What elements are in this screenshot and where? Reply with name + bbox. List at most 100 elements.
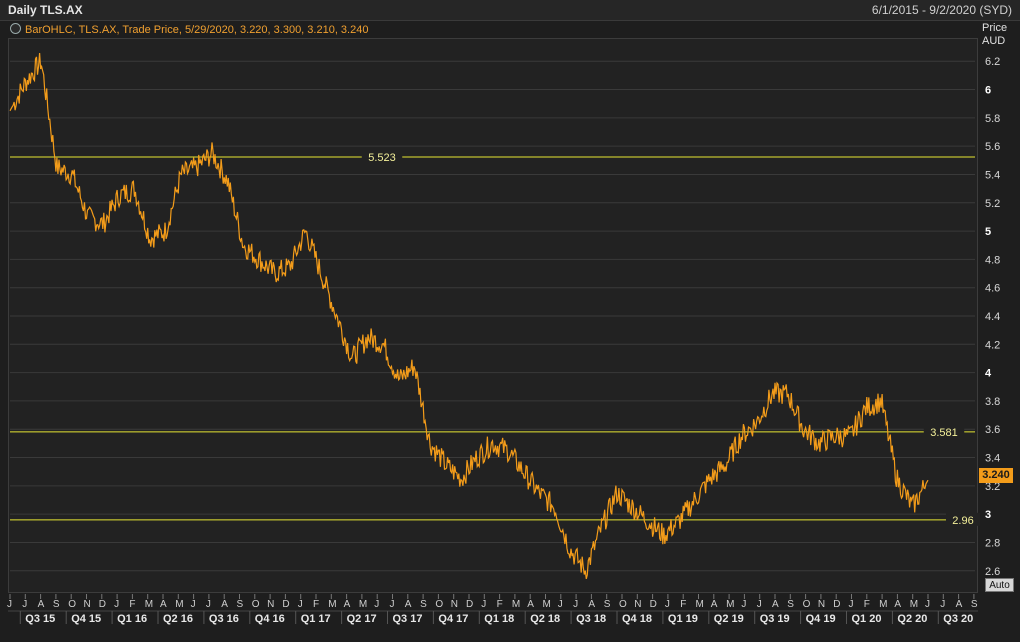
hline-label: 5.523: [368, 152, 396, 164]
month-tick-label: J: [7, 599, 12, 610]
y-tick-label: 4.2: [985, 339, 1000, 351]
month-tick-label: O: [252, 599, 260, 610]
quarter-tick-label: Q3 17: [393, 613, 423, 625]
month-tick-label: J: [206, 599, 211, 610]
month-tick-label: A: [894, 599, 901, 610]
month-tick-label: J: [940, 599, 945, 610]
month-tick-label: A: [344, 599, 351, 610]
y-tick-label: 5.2: [985, 198, 1000, 210]
axis-unit: Price AUD: [982, 22, 1007, 48]
month-tick-label: F: [864, 599, 870, 610]
y-tick-label: 6.2: [985, 56, 1000, 68]
last-price-badge: 3.240: [979, 468, 1013, 483]
quarter-tick-label: Q3 20: [943, 613, 973, 625]
y-tick-label: 4.4: [985, 311, 1000, 323]
y-tick-label: 4: [985, 368, 992, 380]
month-tick-label: A: [527, 599, 534, 610]
month-tick-label: M: [359, 599, 367, 610]
month-tick-label: J: [390, 599, 395, 610]
y-tick-label: 3.6: [985, 424, 1000, 436]
month-tick-label: J: [298, 599, 303, 610]
month-tick-label: A: [956, 599, 963, 610]
month-tick-label: S: [971, 599, 978, 610]
quarter-tick-label: Q1 17: [301, 613, 331, 625]
y-tick-label: 2.8: [985, 537, 1000, 549]
month-tick-label: M: [910, 599, 918, 610]
month-tick-label: M: [543, 599, 551, 610]
month-tick-label: M: [696, 599, 704, 610]
month-tick-label: N: [267, 599, 274, 610]
y-tick-label: 5.8: [985, 113, 1000, 125]
month-tick-label: N: [634, 599, 641, 610]
axis-unit-line1: Price: [982, 22, 1008, 34]
quarter-tick-label: Q4 19: [806, 613, 836, 625]
quarter-tick-label: Q3 15: [25, 613, 55, 625]
title-bar: Daily TLS.AX 6/1/2015 - 9/2/2020 (SYD): [0, 0, 1020, 21]
horizontal-lines: 5.523 3.581 2.96: [10, 150, 980, 527]
month-tick-label: D: [99, 599, 106, 610]
month-tick-label: M: [175, 599, 183, 610]
month-tick-label: J: [573, 599, 578, 610]
quarter-tick-label: Q4 15: [71, 613, 101, 625]
auto-scale-button[interactable]: Auto: [985, 578, 1014, 592]
legend-text: BarOHLC, TLS.AX, Trade Price, 5/29/2020,…: [25, 24, 369, 36]
month-tick-label: A: [588, 599, 595, 610]
month-tick-label: J: [191, 599, 196, 610]
quarter-tick-label: Q1 19: [668, 613, 698, 625]
month-tick-label: J: [849, 599, 854, 610]
month-tick-label: M: [512, 599, 520, 610]
quarter-tick-label: Q1 18: [484, 613, 514, 625]
month-tick-label: S: [237, 599, 244, 610]
month-tick-label: N: [451, 599, 458, 610]
month-tick-label: M: [726, 599, 734, 610]
quarter-tick-label: Q2 16: [163, 613, 193, 625]
y-tick-label: 3: [985, 509, 991, 521]
y-tick-label: 4.6: [985, 283, 1000, 295]
month-tick-label: M: [879, 599, 887, 610]
month-tick-label: S: [53, 599, 60, 610]
quarter-tick-label: Q2 19: [714, 613, 744, 625]
y-tick-label: 3.4: [985, 453, 1000, 465]
month-tick-label: M: [145, 599, 153, 610]
grid-lines: [10, 60, 975, 572]
quarter-tick-label: Q1 16: [117, 613, 147, 625]
chart-title: Daily TLS.AX: [8, 3, 83, 17]
month-tick-label: J: [114, 599, 119, 610]
month-tick-label: N: [818, 599, 825, 610]
month-tick-label: F: [680, 599, 686, 610]
month-tick-label: F: [129, 599, 135, 610]
y-tick-label: 3.8: [985, 396, 1000, 408]
month-tick-label: A: [38, 599, 45, 610]
hline-label-bg: [923, 424, 965, 438]
quarter-tick-label: Q2 17: [347, 613, 377, 625]
hline-label: 3.581: [930, 427, 958, 439]
month-tick-label: N: [84, 599, 91, 610]
month-tick-label: D: [833, 599, 840, 610]
hline-label-bg: [946, 512, 980, 526]
series-legend[interactable]: BarOHLC, TLS.AX, Trade Price, 5/29/2020,…: [10, 23, 368, 36]
quarter-tick-label: Q4 18: [622, 613, 652, 625]
quarter-tick-label: Q4 16: [255, 613, 285, 625]
quarter-tick-label: Q1 20: [852, 613, 882, 625]
quarter-tick-label: Q4 17: [438, 613, 468, 625]
month-tick-label: J: [481, 599, 486, 610]
month-tick-label: J: [558, 599, 563, 610]
price-line: [9, 52, 929, 580]
hline-label-bg: [361, 150, 403, 164]
month-tick-label: O: [803, 599, 811, 610]
month-tick-label: J: [757, 599, 762, 610]
month-tick-label: A: [221, 599, 228, 610]
y-tick-label: 5: [985, 226, 991, 238]
y-tick-label: 4.8: [985, 254, 1000, 266]
month-tick-label: O: [68, 599, 76, 610]
month-tick-label: S: [420, 599, 427, 610]
month-tick-label: D: [282, 599, 289, 610]
month-tick-label: D: [466, 599, 473, 610]
month-tick-label: F: [313, 599, 319, 610]
quarter-tick-label: Q2 20: [897, 613, 927, 625]
legend-settings-icon[interactable]: [10, 23, 21, 34]
quarter-tick-label: Q3 18: [576, 613, 606, 625]
month-tick-label: S: [604, 599, 611, 610]
y-axis: 2.6 2.8 3 3.2 3.4 3.6 3.8 4 4.2 4.4 4.6 4.8 5 5.2 5.4 5…: [985, 56, 1000, 578]
